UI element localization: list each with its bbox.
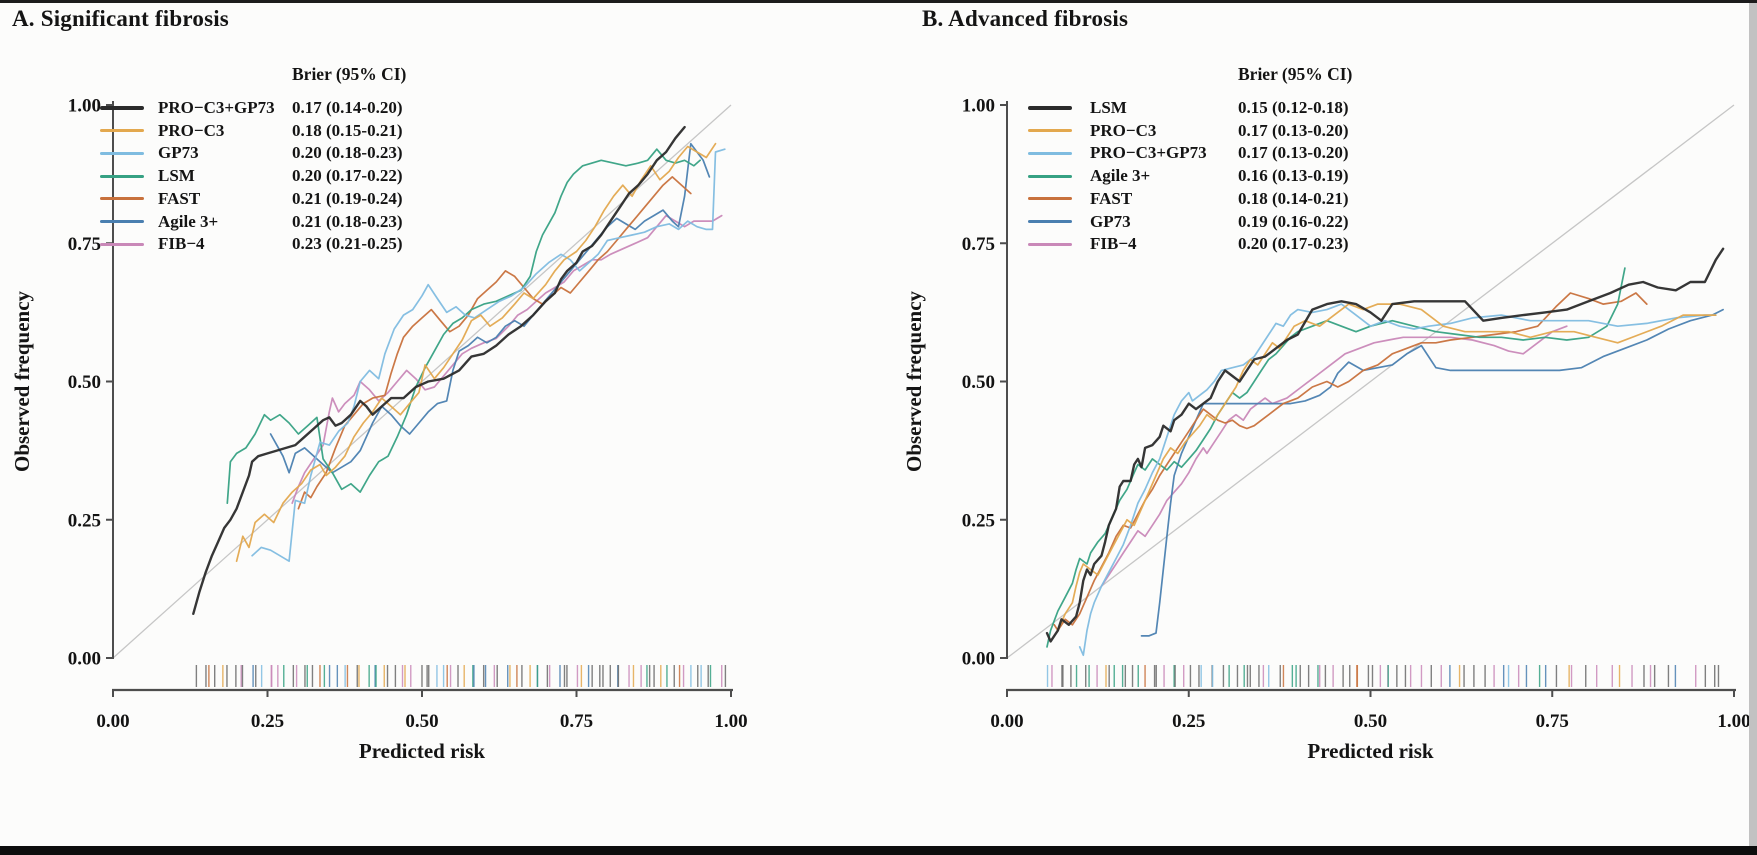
series-line-lsm bbox=[226, 148, 701, 505]
panel-a-x-axis-label: Predicted risk bbox=[358, 739, 486, 763]
x-tick-label: 1.00 bbox=[1717, 711, 1750, 732]
x-tick-label: 0.75 bbox=[560, 711, 593, 732]
y-tick-label: 0.50 bbox=[962, 372, 995, 393]
panel-b-y-axis-label: Observed frequency bbox=[902, 291, 926, 473]
y-tick-label: 0.75 bbox=[68, 234, 101, 255]
panel-b-title: B. Advanced fibrosis bbox=[922, 6, 1129, 31]
calibration-plot-svg-b: 0.00 0.25 0.50 0.75 1.00 0.00 0.25 0.50 0.75 1.00 bbox=[962, 96, 1751, 733]
series-line-fib-4 bbox=[291, 214, 723, 505]
x-tick-label: 0.00 bbox=[990, 711, 1023, 732]
frame-edge-bottom bbox=[0, 846, 1757, 855]
series-line-pro-c3-gp73 bbox=[192, 125, 686, 615]
x-tick-label: 0.50 bbox=[1354, 711, 1387, 732]
calibration-plot-svg-a: 0.00 0.25 0.50 0.75 1.00 0.00 0.25 0.50 0.75 1.00 bbox=[68, 96, 748, 733]
series-line-fib-4 bbox=[1100, 325, 1568, 587]
panel-a-title: A. Significant fibrosis bbox=[12, 6, 229, 31]
y-tick-label: 1.00 bbox=[68, 96, 101, 117]
y-tick-label: 0.00 bbox=[962, 649, 995, 670]
x-tick-label: 0.25 bbox=[1172, 711, 1205, 732]
x-tick-label: 0.50 bbox=[405, 711, 438, 732]
x-tick-label: 0.75 bbox=[1536, 711, 1569, 732]
series-line-pro-c3 bbox=[1057, 303, 1717, 632]
y-tick-label: 0.25 bbox=[962, 510, 995, 531]
x-tick-label: 1.00 bbox=[714, 711, 747, 732]
x-tick-label: 0.00 bbox=[96, 711, 129, 732]
panel-significant-fibrosis: A. Significant fibrosis 0.00 0.25 0.50 0.75… bbox=[0, 0, 878, 846]
panel-a-y-axis-label: Observed frequency bbox=[10, 291, 34, 473]
series-line-pro-c3-gp73 bbox=[1078, 303, 1717, 657]
series-line-gp73 bbox=[251, 148, 726, 563]
series-line-gp73 bbox=[1140, 308, 1724, 637]
y-tick-label: 0.75 bbox=[962, 234, 995, 255]
series-line-lsm bbox=[1045, 247, 1725, 643]
y-tick-label: 0.50 bbox=[68, 372, 101, 393]
frame-edge-top bbox=[0, 0, 1757, 3]
series-line-pro-c3 bbox=[235, 142, 717, 563]
panel-advanced-fibrosis: B. Advanced fibrosis 0.00 0.25 0.50 0.75 1.0… bbox=[878, 0, 1756, 846]
series-line-fast bbox=[1053, 292, 1648, 632]
y-tick-label: 1.00 bbox=[962, 96, 995, 117]
series-line-fast bbox=[297, 176, 692, 510]
reference-diagonal-line bbox=[1006, 104, 1735, 659]
y-tick-label: 0.25 bbox=[68, 510, 101, 531]
series-line-agile-3 bbox=[269, 142, 711, 474]
panel-b-x-axis-label: Predicted risk bbox=[1307, 739, 1434, 763]
y-tick-label: 0.00 bbox=[68, 649, 101, 670]
frame-edge-right bbox=[1749, 0, 1757, 855]
x-tick-label: 0.25 bbox=[251, 711, 284, 732]
